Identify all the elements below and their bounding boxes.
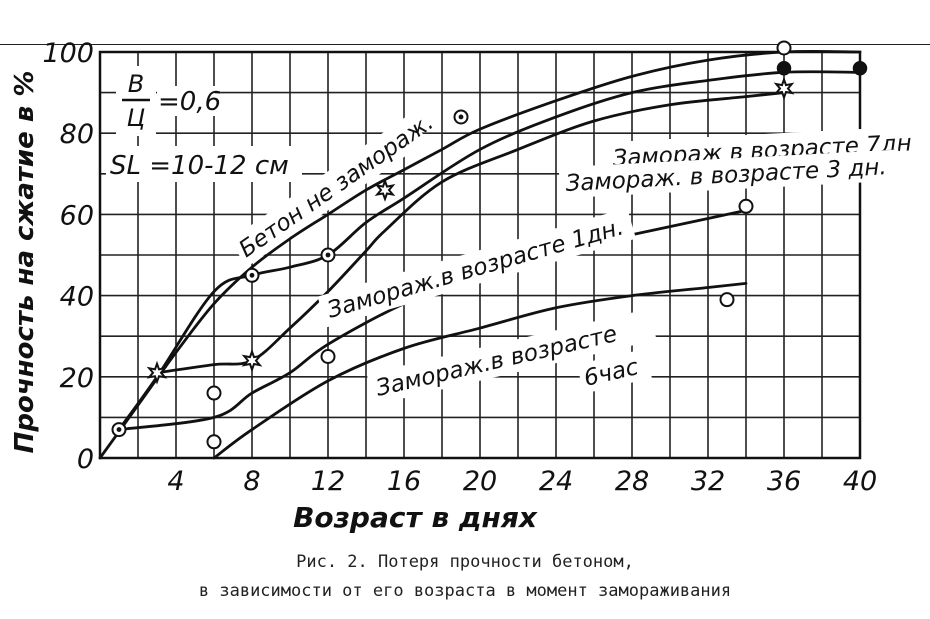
- caption-line-1: Рис. 2. Потеря прочности бетоном,: [296, 552, 634, 572]
- series-line-5: [212, 282, 748, 460]
- data-point-center-dot: [116, 427, 122, 432]
- x-tick-labels: 4 8 12 16 20 24 28 32 36 40: [167, 466, 877, 497]
- data-point-star: [146, 360, 168, 385]
- ratio-denominator: Ц: [127, 104, 146, 132]
- data-point-center-dot: [249, 272, 255, 278]
- data-point-filled: [852, 60, 868, 76]
- x-tick-label: 28: [615, 466, 649, 497]
- ratio-annotation: В Ц =0,6: [116, 66, 221, 136]
- x-tick-label: 32: [691, 466, 725, 497]
- slump-label: SL =10-12 см: [110, 151, 289, 181]
- x-tick-label: 36: [767, 466, 801, 497]
- data-point-circle: [206, 385, 222, 401]
- top-rule: [0, 44, 930, 45]
- y-tick-label: 60: [60, 200, 94, 231]
- svg-text:Замораж.в возрасте 1дн.: Замораж.в возрасте 1дн.: [324, 214, 626, 324]
- y-tick-label: 100: [42, 38, 94, 69]
- svg-text:Бетон не замораж.: Бетон не замораж.: [235, 109, 439, 263]
- plot-frame: [98, 50, 862, 460]
- slump-annotation: SL =10-12 см: [106, 146, 302, 182]
- x-tick-label: 24: [539, 466, 573, 497]
- y-tick-label: 40: [60, 282, 94, 313]
- figure-caption: Рис. 2. Потеря прочности бетоном, в зави…: [0, 548, 930, 606]
- caption-line-2: в зависимости от его возраста в момент з…: [198, 581, 732, 601]
- data-point-circle: [719, 292, 735, 308]
- data-point-circle: [776, 40, 792, 56]
- series-line-2: [117, 70, 862, 431]
- series-line-1: [98, 49, 862, 460]
- data-point-circle: [738, 198, 754, 214]
- x-tick-label: 40: [843, 466, 877, 497]
- data-point-center-dot: [325, 252, 331, 258]
- x-tick-label: 20: [463, 466, 497, 497]
- y-tick-label: 80: [60, 119, 94, 150]
- y-tick-label: 0: [77, 444, 94, 475]
- label-frozen-6h-line2: 6час: [576, 348, 652, 394]
- y-axis-title: Прочность на сжатие в %: [10, 71, 40, 454]
- svg-text:Замораж.в возрасте: Замораж.в возрасте: [374, 321, 620, 402]
- data-point-center-dot: [458, 114, 464, 120]
- ratio-value: =0,6: [158, 87, 221, 117]
- data-point-star: [773, 76, 795, 101]
- x-tick-label: 8: [243, 466, 260, 497]
- data-point-star: [241, 348, 263, 373]
- x-axis-title: Возраст в днях: [293, 501, 538, 534]
- data-point-filled: [776, 60, 792, 76]
- y-tick-labels: 0 20 40 60 80 100: [42, 38, 94, 475]
- data-point-circle: [320, 349, 336, 364]
- strength-chart: 4 8 12 16 20 24 28 32 36 40 0 20 40 60 80 100 Возраст …: [10, 38, 913, 534]
- data-point-circle: [206, 434, 222, 450]
- x-tick-label: 4: [167, 466, 184, 497]
- data-markers: [111, 40, 868, 450]
- ratio-numerator: В: [128, 70, 144, 98]
- label-not-frozen: Бетон не замораж.: [228, 109, 439, 267]
- x-tick-label: 12: [311, 466, 345, 497]
- y-tick-label: 20: [60, 363, 94, 394]
- data-point-star: [374, 178, 396, 202]
- x-tick-label: 16: [387, 466, 421, 497]
